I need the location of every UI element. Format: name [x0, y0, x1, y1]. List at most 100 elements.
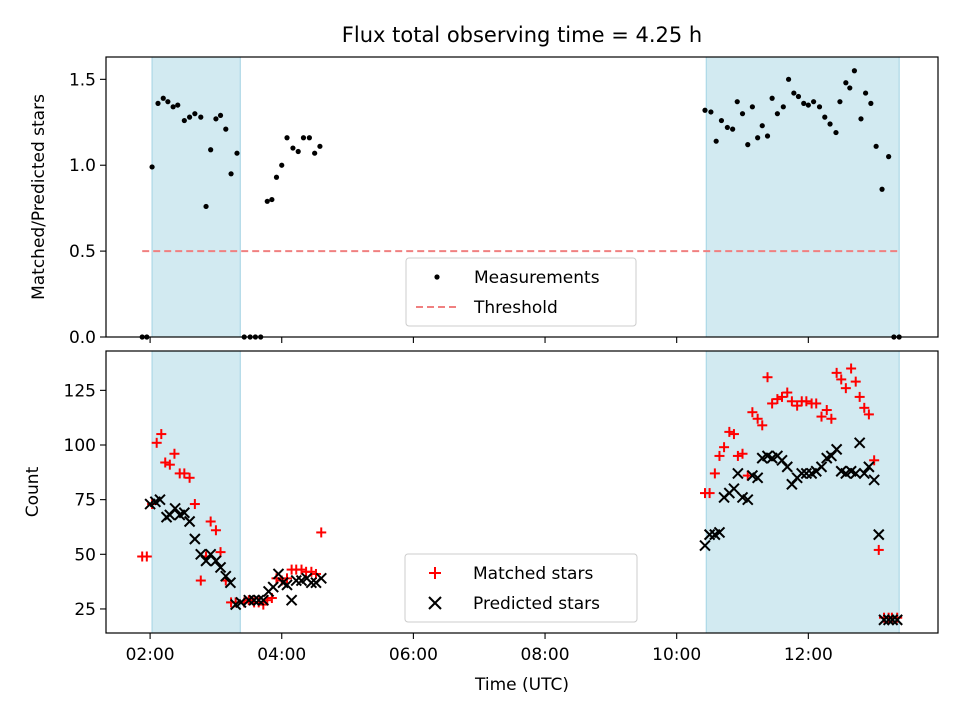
top-legend-box	[405, 257, 637, 327]
predicted-star-point	[305, 577, 318, 589]
measurement-point	[847, 85, 853, 91]
bottom-x-ticks: 02:00 04:00 06:00 08:00 10:00 12:00	[126, 633, 833, 665]
measurement-point	[300, 135, 307, 141]
y-tick-label: 0.0	[69, 328, 96, 348]
matched-star-point	[786, 396, 797, 407]
x-axis-label: Time (UTC)	[474, 675, 569, 695]
matched-star-point	[816, 411, 827, 422]
measurement-point	[181, 117, 187, 124]
predicted-star-point	[220, 570, 232, 582]
predicted-star-point	[169, 502, 181, 515]
x-tick-label: 04:00	[257, 645, 306, 665]
predicted-star-point	[178, 507, 191, 519]
matched-star-point	[811, 398, 822, 409]
top-y-ticks: 0.0 0.5 1.0 1.5	[69, 70, 106, 348]
bottom-axes-frame	[105, 350, 939, 634]
top-x-ticks	[149, 337, 809, 343]
bottom-legend-box	[404, 553, 638, 623]
matched-star-point	[821, 405, 832, 416]
matched-star-point	[306, 566, 317, 577]
matched-star-point	[205, 516, 216, 527]
measurement-point	[851, 68, 858, 74]
predicted-star-point	[886, 614, 899, 626]
predicted-star-point	[742, 493, 754, 506]
matched-star-point	[767, 398, 778, 409]
predicted-star-point	[713, 526, 726, 539]
matched-star-point	[210, 525, 221, 536]
bottom-legend: Matched stars Predicted stars	[404, 553, 638, 623]
matched-star-point	[714, 450, 725, 461]
y-tick-label: 50	[74, 545, 96, 565]
measurement-point	[155, 100, 161, 106]
matched-star-point	[316, 527, 327, 538]
predicted-star-point	[878, 614, 890, 626]
chart-title: Flux total observing time = 4.25 h	[342, 23, 702, 47]
matched-star-point	[156, 429, 167, 440]
matched-star-point	[840, 383, 851, 394]
measurement-point	[708, 109, 714, 115]
matched-star-point	[169, 448, 180, 459]
measurement-point	[780, 104, 786, 110]
measurement-point	[886, 154, 892, 160]
predicted-star-point	[850, 467, 862, 480]
y-tick-label: 125	[64, 381, 96, 401]
measurement-point	[702, 107, 708, 113]
y-tick-label: 100	[64, 436, 96, 456]
measurement-point	[203, 203, 209, 210]
measurement-point	[186, 114, 193, 120]
legend-measurements-marker	[434, 274, 440, 280]
predicted-stars-points	[144, 437, 903, 626]
shaded-interval-2	[706, 351, 900, 633]
measurement-point	[198, 114, 204, 120]
measurement-point	[759, 123, 765, 129]
matched-star-point	[737, 448, 748, 459]
matched-star-point	[782, 387, 793, 398]
measurement-points	[139, 68, 902, 340]
shaded-interval-2	[706, 57, 900, 337]
measurement-point	[816, 104, 823, 110]
y-tick-label: 75	[74, 491, 96, 511]
predicted-star-point	[281, 579, 293, 591]
matched-star-point	[215, 547, 226, 558]
measurement-point	[213, 116, 219, 122]
matched-star-point	[189, 499, 200, 510]
matched-star-point	[160, 457, 171, 468]
matched-star-point	[873, 544, 884, 555]
measurement-point	[739, 111, 746, 117]
matched-star-point	[850, 376, 861, 387]
predicted-star-point	[853, 437, 866, 449]
predicted-star-point	[796, 467, 808, 480]
matched-star-point	[777, 391, 787, 402]
matched-star-point	[704, 488, 715, 499]
measurement-point	[713, 138, 719, 144]
predicted-star-point	[830, 443, 843, 456]
shaded-interval-1	[152, 351, 241, 633]
predicted-star-point	[200, 555, 212, 567]
measurement-point	[810, 99, 817, 105]
matched-star-point	[747, 407, 758, 418]
y-tick-label: 1.5	[69, 70, 96, 90]
x-tick-label: 02:00	[126, 645, 175, 665]
measurement-point	[868, 100, 874, 106]
measurement-point	[165, 99, 171, 105]
predicted-star-point	[815, 461, 828, 473]
predicted-star-point	[751, 472, 764, 484]
legend-matched-marker	[429, 567, 441, 579]
y-tick-label: 25	[74, 600, 96, 620]
matched-star-point	[164, 459, 175, 470]
predicted-star-point	[189, 533, 201, 545]
predicted-star-point	[248, 594, 260, 606]
measurement-point	[827, 121, 833, 127]
measurement-point	[234, 150, 240, 156]
top-legend: Measurements Threshold	[405, 257, 637, 327]
bottom-y-axis-label: Count	[23, 466, 43, 517]
measurement-point	[843, 80, 849, 86]
legend-measurements-label: Measurements	[474, 268, 600, 288]
predicted-star-point	[315, 572, 327, 585]
measurement-point	[306, 135, 312, 141]
predicted-star-point	[224, 577, 237, 589]
measurement-point	[858, 116, 864, 122]
matched-star-point	[846, 363, 857, 374]
measurement-point	[734, 99, 740, 105]
